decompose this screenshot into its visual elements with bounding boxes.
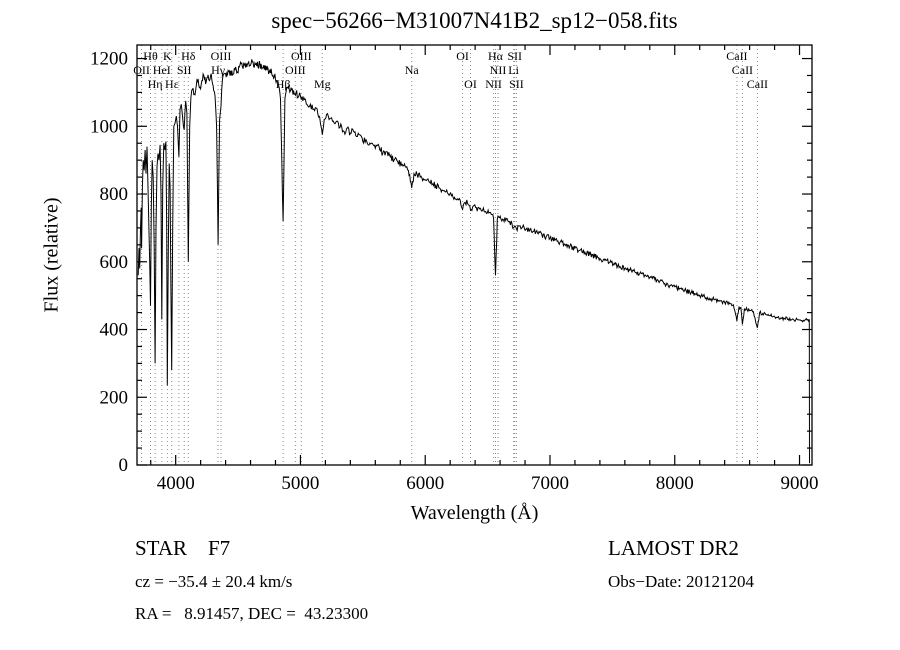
feature-label: Hγ [211, 63, 226, 77]
y-tick-label: 400 [100, 320, 129, 341]
feature-label: Hη [148, 77, 163, 91]
y-axis-label: Flux (relative) [40, 197, 63, 313]
feature-label: OI [456, 49, 469, 63]
feature-label: CaII [726, 49, 747, 63]
feature-label: OIII [291, 49, 312, 63]
y-tick-label: 0 [119, 455, 129, 476]
plot-title: spec−56266−M31007N41B2_sp12−058.fits [271, 8, 678, 33]
cz-value: cz = −35.4 ± 20.4 km/s [135, 572, 293, 591]
x-tick-label: 7000 [531, 473, 569, 494]
feature-label: Mg [314, 77, 331, 91]
feature-label: SII [509, 77, 524, 91]
y-tick-label: 1200 [90, 49, 128, 70]
feature-label: CaII [747, 77, 768, 91]
feature-label: NII [490, 63, 507, 77]
feature-label: SII [177, 63, 192, 77]
feature-label: Na [405, 63, 420, 77]
feature-label: Hδ [181, 49, 196, 63]
x-tick-label: 5000 [281, 473, 319, 494]
y-tick-label: 1000 [90, 116, 128, 137]
feature-label: OI [464, 77, 477, 91]
feature-label: Hθ [143, 49, 158, 63]
obs-date: Obs−Date: 20121204 [608, 572, 755, 591]
feature-label: CaII [732, 63, 753, 77]
feature-label: K [163, 49, 172, 63]
feature-label: SII [507, 49, 522, 63]
feature-label: OIII [211, 49, 232, 63]
y-tick-label: 800 [100, 184, 129, 205]
object-class-label: STAR F7 [135, 536, 231, 560]
y-tick-label: 600 [100, 252, 129, 273]
spectrum-line [137, 59, 810, 464]
x-tick-label: 9000 [781, 473, 819, 494]
ra-dec-value: RA = 8.91457, DEC = 43.23300 [135, 604, 369, 623]
feature-label: Hα [488, 49, 504, 63]
x-tick-label: 6000 [406, 473, 444, 494]
x-tick-label: 8000 [656, 473, 694, 494]
feature-label: NII [485, 77, 502, 91]
feature-label: Hε [165, 77, 179, 91]
survey-label: LAMOST DR2 [608, 536, 739, 560]
feature-label: OII [133, 63, 150, 77]
feature-label: HeI [153, 63, 171, 77]
x-tick-label: 4000 [157, 473, 195, 494]
x-axis-label: Wavelength (Å) [410, 502, 539, 524]
feature-label: OIII [285, 63, 306, 77]
feature-label: Li [508, 63, 519, 77]
y-tick-label: 200 [100, 387, 129, 408]
plot-frame [136, 44, 813, 466]
